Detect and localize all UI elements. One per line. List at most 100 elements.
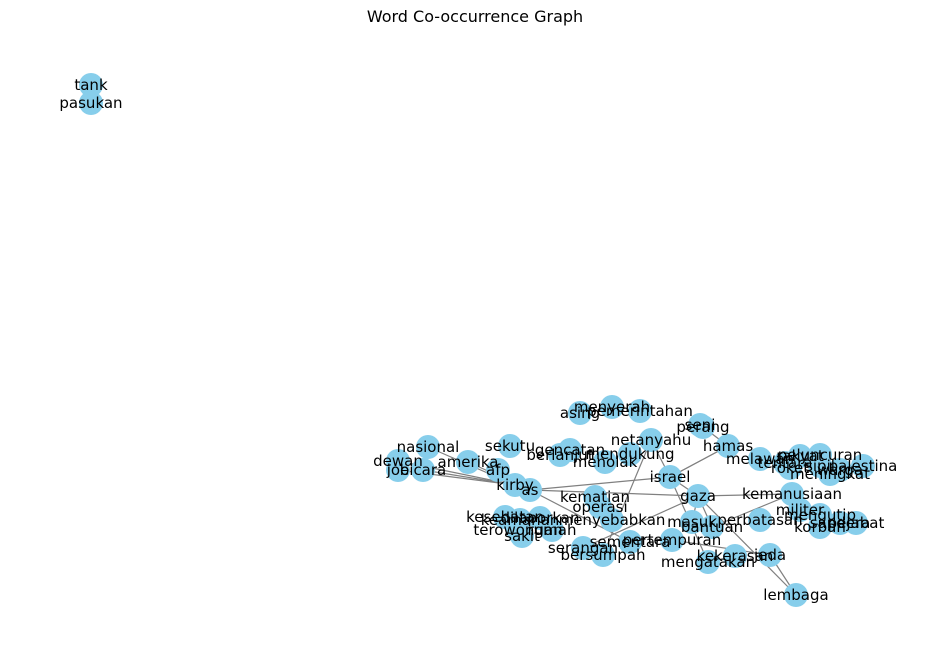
- node-menolak: [593, 450, 617, 474]
- node-label-asing: asing: [560, 404, 600, 422]
- node-label-kirby: kirby: [496, 476, 534, 494]
- node-label-sandera: sandera: [810, 514, 871, 532]
- node-label-sipil: sipil: [805, 457, 835, 475]
- node-label-perbatasan: perbatasan: [717, 511, 802, 529]
- node-label-hamas: hamas: [703, 437, 754, 455]
- node-bicara: [411, 458, 435, 482]
- node-label-dilaporkan: dilaporkan: [500, 509, 579, 527]
- node-label-pemerintahan: pemerintahan: [587, 402, 693, 420]
- node-label-palestina: palestina: [829, 457, 898, 475]
- node-seni: [688, 413, 712, 437]
- node-sementara: [618, 530, 642, 554]
- node-label-melawan: melawan: [726, 450, 794, 468]
- edge-bantuan-kemanusiaan: [711, 493, 793, 528]
- node-afp: [486, 458, 510, 482]
- node-pemerintahan: [628, 399, 652, 423]
- node-label-meningkat: meningkat: [790, 465, 870, 483]
- node-label-kesehatan: kesehatan: [466, 508, 544, 526]
- node-bersumpah: [591, 543, 615, 567]
- node-menyerah: [600, 395, 624, 419]
- node-amerika: [456, 450, 480, 474]
- node-label-gencatan: gencatan: [535, 441, 605, 459]
- edge-gaza-kemanusiaan: [697, 493, 793, 497]
- node-label-menyerah: menyerah: [574, 398, 650, 416]
- node-mendukung: [618, 442, 642, 466]
- node-label-rumah: rumah: [528, 521, 577, 539]
- node-label-pejabat: pejabat: [828, 514, 885, 532]
- node-israel: [658, 465, 682, 489]
- node-label-gaza: gaza: [680, 487, 716, 505]
- node-serangan: [571, 536, 595, 560]
- node-label-bicara: bicara: [400, 461, 447, 479]
- node-perbatasan: [748, 508, 772, 532]
- node-label-menyebabkan: menyebabkan: [559, 511, 666, 529]
- node-label-dewan: dewan: [373, 452, 423, 470]
- node-label-bantuan: bantuan: [681, 518, 743, 536]
- edge-lembaga-gaza: [697, 495, 797, 596]
- node-label-lembaga: lembaga: [763, 586, 828, 604]
- node-mengutip: [808, 503, 832, 527]
- node-label-berlanjut: berlanjut: [526, 446, 593, 464]
- edge-bersumpah-netanyahu: [602, 439, 652, 556]
- node-label-afp: afp: [486, 461, 510, 479]
- node-label-sementara: sementara: [590, 533, 671, 551]
- node-label-sekutu: sekutu: [485, 437, 535, 455]
- graph-title: Word Co-occurrence Graph: [366, 7, 584, 26]
- node-pasukan: [79, 91, 103, 115]
- node-label-sakit: sakit: [504, 527, 540, 545]
- node-label-jeda: jeda: [753, 546, 786, 564]
- node-label-roket: roket: [771, 459, 809, 477]
- node-label-tentara: tentara: [757, 454, 812, 472]
- node-label-peluncuran: peluncuran: [778, 446, 863, 464]
- node-label-pasukan: pasukan: [59, 94, 122, 112]
- node-roket: [778, 456, 802, 480]
- node-kirby: [503, 473, 527, 497]
- node-label-operasi: operasi: [572, 498, 627, 516]
- node-pejabat: [844, 511, 868, 535]
- node-tank: [79, 73, 103, 97]
- node-sakit: [510, 524, 534, 548]
- node-palestina: [851, 454, 875, 478]
- node-label-rakyat: rakyat: [776, 447, 824, 465]
- node-label-serangan: serangan: [548, 539, 618, 557]
- node-kekerasan: [723, 544, 747, 568]
- node-label-bersumpah: bersumpah: [560, 546, 645, 564]
- node-label-masuk: masuk: [667, 513, 717, 531]
- node-label-perang: perang: [676, 418, 729, 436]
- edge-pertempuran-jeda: [671, 539, 771, 556]
- node-netanyahu: [639, 428, 663, 452]
- node-label-menolak: menolak: [573, 453, 638, 471]
- node-lembaga: [784, 583, 808, 607]
- node-rumah: [540, 518, 564, 542]
- node-bantuan: [700, 515, 724, 539]
- node-label-israel: israel: [650, 468, 691, 486]
- node-label-amerika: amerika: [438, 453, 499, 471]
- node-meningkat: [818, 462, 842, 486]
- node-label-mengutip: mengutip: [784, 506, 856, 524]
- edge-serangan-gaza: [582, 495, 699, 549]
- node-label-mengatakan: mengatakan: [661, 553, 755, 571]
- node-gaza: [686, 484, 710, 508]
- node-hamas: [716, 434, 740, 458]
- edge-sementara-as: [529, 489, 631, 543]
- edge-kirby-bicara: [422, 469, 516, 486]
- node-jeda: [758, 543, 782, 567]
- node-label-joe: joe: [386, 461, 410, 479]
- node-mengatakan: [696, 550, 720, 574]
- node-militer: [788, 498, 812, 522]
- node-label-kematian: kematian: [560, 488, 630, 506]
- node-layer: [79, 73, 875, 607]
- node-label-militer: militer: [776, 501, 825, 519]
- node-masuk: [680, 510, 704, 534]
- node-label-as: as: [521, 481, 538, 499]
- node-label-korban: korban: [794, 518, 846, 536]
- node-label-keamanan: keamanan: [481, 511, 560, 529]
- node-kematian: [583, 485, 607, 509]
- node-label-tank: tank: [74, 76, 108, 94]
- node-label-netanyahu: netanyahu: [611, 431, 691, 449]
- node-label-kekerasan: kekerasan: [697, 547, 774, 565]
- node-gencatan: [558, 438, 582, 462]
- node-label-warga: warga: [817, 461, 863, 479]
